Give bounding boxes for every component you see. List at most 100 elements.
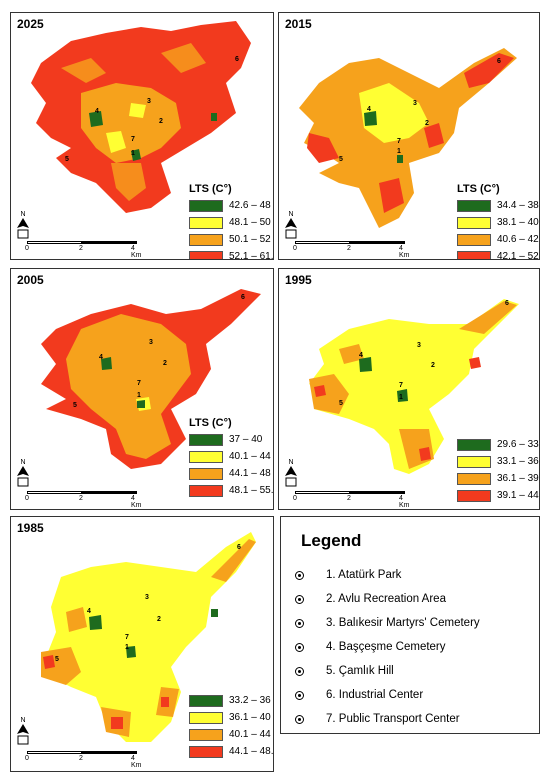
scale-label-0: 0: [293, 245, 297, 252]
class-label: 38.1 – 40.5: [497, 217, 539, 228]
swatch-red: [457, 489, 491, 502]
legend-item-label: 3. Balıkesir Martyrs' Cemetery: [326, 617, 480, 629]
year-label: 1995: [285, 273, 312, 287]
scale-label-2: 2: [79, 755, 83, 762]
lts-class-1: 42.6 – 48: [189, 198, 273, 213]
scale-label-2: 2: [79, 495, 83, 502]
map-panel-1995: 6 3 4 2 7 1 5 1995 29.6 – 33 33.1 – 36 3…: [278, 268, 540, 510]
swatch-yellow: [189, 216, 223, 229]
swatch-green: [189, 199, 223, 212]
lts-class-4: 39.1 – 44.4: [457, 488, 539, 503]
map-label-4: 4: [95, 108, 99, 115]
swatch-red: [189, 484, 223, 497]
legend-panel: Legend 1. Atatürk Park 2. Avlu Recreatio…: [280, 516, 540, 734]
swatch-red: [457, 250, 491, 259]
point-marker-icon: [295, 570, 304, 580]
class-label: 44.1 – 48: [229, 468, 271, 479]
warm-zone: [309, 301, 517, 469]
green-zone: [101, 357, 145, 408]
map-label-2: 2: [159, 118, 163, 125]
north-arrow-icon: N: [15, 211, 31, 242]
map-label-6: 6: [505, 300, 509, 307]
lts-class-2: 33.1 – 36: [457, 454, 539, 469]
legend-item-5: 5. Çamlık Hill: [295, 665, 394, 677]
lts-map-1985: 6 3 4 2 7 1 5: [41, 532, 256, 742]
legend-item-label: 7. Public Transport Center: [326, 713, 460, 725]
scale-label-4: 4 Km: [131, 755, 142, 769]
lts-legend: 29.6 – 33 33.1 – 36 36.1 – 39 39.1 – 44.…: [457, 437, 539, 505]
north-label: N: [288, 211, 294, 218]
map-label-3: 3: [413, 100, 417, 107]
north-label: N: [20, 459, 26, 466]
legend-item-label: 4. Başçeşme Cemetery: [326, 641, 446, 653]
lts-legend-title: LTS (C°): [189, 417, 232, 429]
swatch-yellow: [189, 450, 223, 463]
map-label-2: 2: [431, 362, 435, 369]
year-label: 2015: [285, 17, 312, 31]
swatch-green: [457, 438, 491, 451]
point-marker-icon: [295, 594, 304, 604]
map-label-1: 1: [399, 394, 403, 401]
lts-legend: LTS (C°) 34.4 – 38 38.1 – 40.5 40.6 – 42…: [457, 183, 539, 259]
lts-legend-title: LTS (C°): [189, 183, 232, 195]
lts-class-4: 48.1 – 55.7: [189, 483, 274, 498]
lts-map-2025: 6 3 4 2 7 1 5: [31, 21, 251, 213]
map-label-4: 4: [99, 354, 103, 361]
north-arrow-icon: N: [283, 211, 299, 242]
map-label-6: 6: [497, 58, 501, 65]
class-label: 33.2 – 36: [229, 695, 271, 706]
lts-legend: LTS (C°) 42.6 – 48 48.1 – 50 50.1 – 52 5…: [189, 183, 274, 260]
class-label: 39.1 – 44.4: [497, 490, 539, 501]
map-label-5: 5: [65, 156, 69, 163]
lts-class-2: 38.1 – 40.5: [457, 215, 539, 230]
map-label-6: 6: [237, 544, 241, 551]
map-label-4: 4: [87, 608, 91, 615]
map-panel-2005: 6 3 4 2 7 1 5 2005 LTS (C°) 37 – 40 40.1…: [10, 268, 274, 510]
point-marker-icon: [295, 690, 304, 700]
scale-label-4: 4 Km: [399, 495, 410, 509]
point-marker-icon: [295, 618, 304, 628]
map-label-7: 7: [131, 136, 135, 143]
north-label: N: [20, 211, 26, 218]
city-footprint: [309, 299, 519, 474]
map-label-4: 4: [359, 352, 363, 359]
lts-class-1: 29.6 – 33: [457, 437, 539, 452]
north-arrow-icon: N: [15, 459, 31, 490]
map-label-6: 6: [235, 56, 239, 63]
class-label: 48.1 – 55.7: [229, 485, 274, 496]
lts-class-1: 34.4 – 38: [457, 198, 539, 213]
class-label: 42.6 – 48: [229, 200, 271, 211]
class-label: 52.1 – 61.1: [229, 251, 274, 260]
swatch-yellow: [189, 711, 223, 724]
lts-class-2: 36.1 – 40: [189, 710, 273, 725]
map-label-3: 3: [149, 339, 153, 346]
map-label-3: 3: [145, 594, 149, 601]
swatch-orange: [189, 467, 223, 480]
map-label-2: 2: [163, 360, 167, 367]
lts-class-2: 48.1 – 50: [189, 215, 273, 230]
swatch-orange: [457, 472, 491, 485]
point-marker-icon: [295, 714, 304, 724]
legend-item-label: 6. Industrial Center: [326, 689, 424, 701]
legend-item-6: 6. Industrial Center: [295, 689, 423, 701]
map-label-4: 4: [367, 106, 371, 113]
point-marker-icon: [295, 642, 304, 652]
scale-label-2: 2: [79, 245, 83, 252]
class-label: 37 – 40: [229, 434, 263, 445]
legend-item-2: 2. Avlu Recreation Area: [295, 593, 446, 605]
north-label: N: [20, 717, 26, 724]
swatch-green: [457, 199, 491, 212]
lts-class-3: 36.1 – 39: [457, 471, 539, 486]
year-label: 2005: [17, 273, 44, 287]
scale-label-2: 2: [347, 245, 351, 252]
scale-label-4: 4 Km: [131, 245, 142, 259]
map-label-6: 6: [241, 294, 245, 301]
cool-zone: [106, 103, 146, 153]
map-label-7: 7: [399, 382, 403, 389]
scale-label-0: 0: [293, 495, 297, 502]
swatch-yellow: [457, 216, 491, 229]
lts-class-1: 33.2 – 36: [189, 693, 273, 708]
point-marker-icon: [295, 666, 304, 676]
class-label: 44.1 – 48.8: [229, 746, 274, 757]
map-label-2: 2: [425, 120, 429, 127]
